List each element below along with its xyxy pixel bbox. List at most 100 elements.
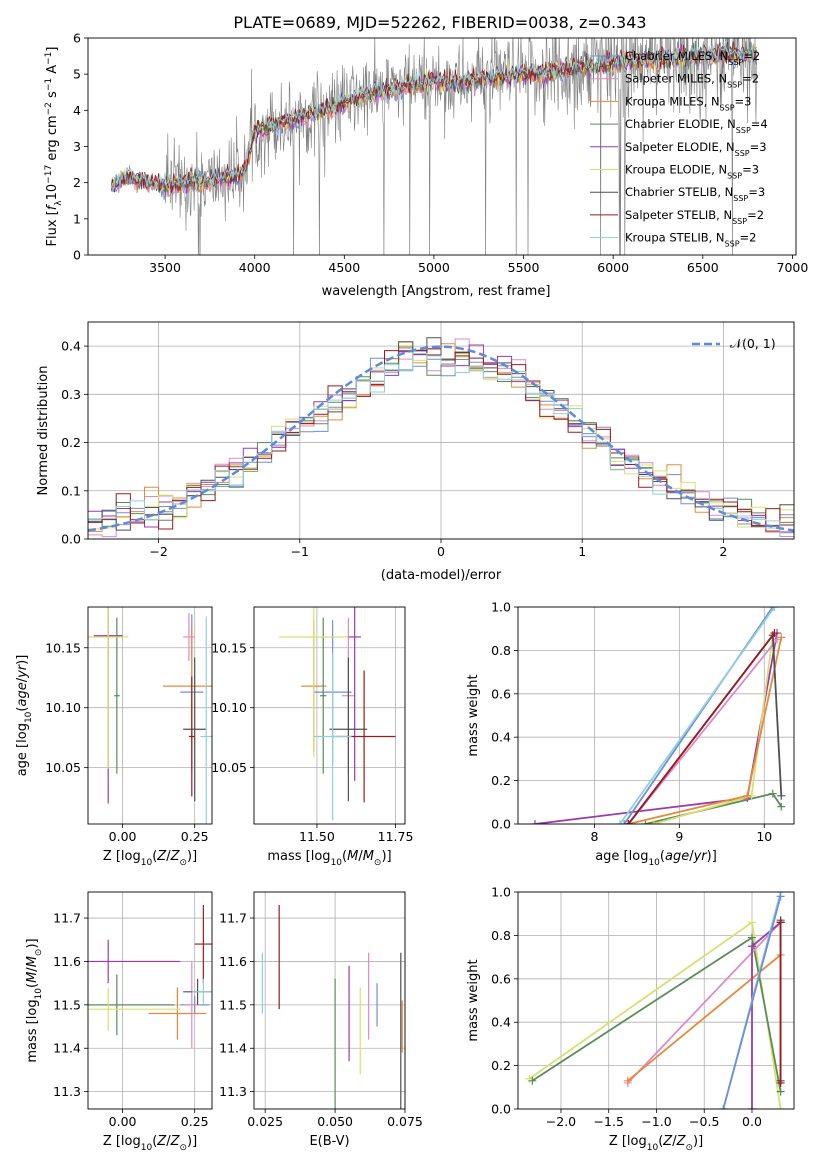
weight-marker: [776, 1087, 785, 1096]
y-axis-label: mass weight: [466, 674, 481, 756]
weight-line: [627, 632, 776, 824]
y-tick-label: 11.6: [53, 954, 81, 969]
weight-marker: [615, 820, 624, 824]
axes-frame: [87, 606, 213, 825]
legend-entry: Salpeter ELODIE, NSSP=3: [625, 140, 767, 158]
x-axis-label: wavelength [Angstrom, rest frame]: [322, 284, 551, 299]
weight-series: [719, 892, 785, 1109]
x-tick-label: −1: [291, 544, 309, 559]
axes-frame: [87, 891, 213, 1110]
y-tick-label: 10.15: [45, 640, 81, 655]
y-tick-label: 11.4: [219, 1041, 247, 1056]
y-tick-label: 0.4: [491, 730, 511, 745]
legend-entry: Salpeter MILES, NSSP=2: [625, 72, 759, 90]
x-tick-label: 4000: [239, 260, 271, 275]
mass-vs-ebv-panel: 0.025 0.050 0.075 11.3 11.4 11.5 11.6 11.7 E(B-V…: [219, 891, 423, 1149]
residual-histogram: [88, 347, 794, 532]
y-tick-label: 5: [73, 67, 81, 82]
y-tick-label: 0.2: [491, 1058, 511, 1073]
y-tick-label: 11.7: [219, 911, 247, 926]
error-bar-point: [194, 905, 212, 984]
y-axis-label: Normed distribution: [36, 366, 51, 496]
x-tick-label: 0: [437, 544, 445, 559]
y-tick-label: 0: [73, 248, 81, 263]
weight-marker: [776, 892, 785, 901]
x-tick-label: 0.0: [742, 1114, 762, 1129]
error-bar-point: [348, 607, 361, 781]
y-tick-label: 4: [73, 103, 81, 118]
weight-marker: [768, 789, 777, 798]
axes-frame: [517, 606, 795, 825]
weight-line: [627, 954, 782, 1082]
x-tick-label: 2: [719, 544, 727, 559]
x-tick-label: 5500: [508, 260, 540, 275]
x-tick-label: 0.00: [109, 1114, 137, 1129]
weight-series: [649, 631, 777, 824]
y-tick-label: 11.3: [219, 1084, 247, 1099]
weight-marker: [747, 942, 756, 951]
weight-series: [624, 629, 779, 824]
model-spectrum-line: [110, 41, 757, 192]
axes-frame: [87, 37, 797, 256]
residual-histogram: [88, 337, 794, 531]
x-axis-label: Z [log10(Z/Z⊙)]: [103, 849, 197, 868]
x-tick-label: −2.0: [546, 1114, 576, 1129]
weight-line: [627, 921, 782, 1084]
x-axis-label: mass [log10(M/M⊙)]: [267, 849, 391, 868]
y-axis-label: mass weight: [466, 959, 481, 1041]
weight-series: [615, 607, 779, 824]
weight-vs-age-panel: 8 9 10 0.0 0.2 0.4 0.6 0.8 1.0 age [log10(age/yr)…: [466, 600, 795, 868]
x-tick-label: 9: [675, 829, 683, 844]
weight-marker: [777, 633, 786, 642]
weight-vs-metallicity-panel: −2.0 −1.5 −1.0 −0.5 0.0 0.0 0.2 0.4 0.6 0.8 1.0 Z […: [466, 885, 795, 1153]
weight-line: [534, 632, 778, 824]
y-axis-label: Flux [fλ10−17 erg cm−2 s−1 A−1]: [44, 47, 64, 247]
error-bar-point: [200, 616, 212, 824]
y-tick-label: 11.7: [53, 911, 81, 926]
y-tick-label: 0.1: [61, 483, 81, 498]
residuals-panel: −2 −1 0 1 2 0.0 0.1 0.2 0.3 0.4 𝒩(0, 1) (data-model…: [36, 321, 795, 583]
y-tick-label: 0.2: [491, 773, 511, 788]
error-bar-point: [188, 676, 195, 797]
y-tick-label: 6: [73, 31, 81, 46]
error-bar-point: [88, 607, 129, 769]
x-axis-label: E(B-V): [309, 1134, 349, 1149]
x-tick-label: 3500: [149, 260, 181, 275]
y-tick-label: 0.8: [491, 928, 511, 943]
x-tick-label: 1: [578, 544, 586, 559]
weight-marker: [743, 791, 752, 800]
y-tick-label: 0.0: [61, 532, 81, 547]
spectrum-panel: 3500 4000 4500 5000 5500 6000 6500 7000 0 1 2 3 4 5 6 C…: [44, 31, 808, 300]
weight-marker: [776, 918, 785, 927]
y-tick-label: 1.0: [491, 885, 511, 900]
residual-histogram: [88, 349, 794, 530]
weight-marker: [776, 1105, 785, 1109]
y-tick-label: 10.10: [45, 700, 81, 715]
x-axis-label: (data-model)/error: [381, 568, 502, 583]
weight-marker: [770, 629, 779, 638]
x-axis-label: Z [log10(Z/Z⊙)]: [103, 1134, 197, 1153]
legend-entry: Salpeter STELIB, NSSP=2: [625, 208, 764, 226]
weight-marker: [530, 820, 539, 824]
axes-frame: [517, 891, 795, 1110]
y-tick-label: 0.0: [491, 817, 511, 832]
age-vs-mass-panel: 11.50 11.75 10.05 10.10 10.15 mass [log10(M/M…: [211, 606, 413, 868]
y-tick-label: 0.0: [491, 1102, 511, 1117]
y-tick-label: 0.8: [491, 643, 511, 658]
axes-frame: [253, 891, 406, 1110]
y-axis-label: mass [log10(M/M⊙)]: [25, 938, 44, 1062]
legend-entry: Chabrier STELIB, NSSP=3: [625, 185, 765, 203]
weight-marker: [649, 820, 658, 824]
weight-marker: [719, 1105, 728, 1109]
normal-distribution-curve: [88, 345, 794, 532]
x-tick-label: 0.25: [181, 1114, 209, 1129]
y-tick-label: 0.3: [61, 387, 81, 402]
x-axis-label: age [log10(age/yr)]: [595, 849, 717, 868]
x-tick-label: 10: [756, 829, 772, 844]
weight-marker: [624, 820, 633, 824]
y-tick-label: 11.5: [53, 997, 81, 1012]
y-tick-label: 11.5: [219, 997, 247, 1012]
y-axis-label: age [log10(age/yr)]: [15, 655, 34, 777]
y-tick-label: 10.15: [211, 640, 247, 655]
